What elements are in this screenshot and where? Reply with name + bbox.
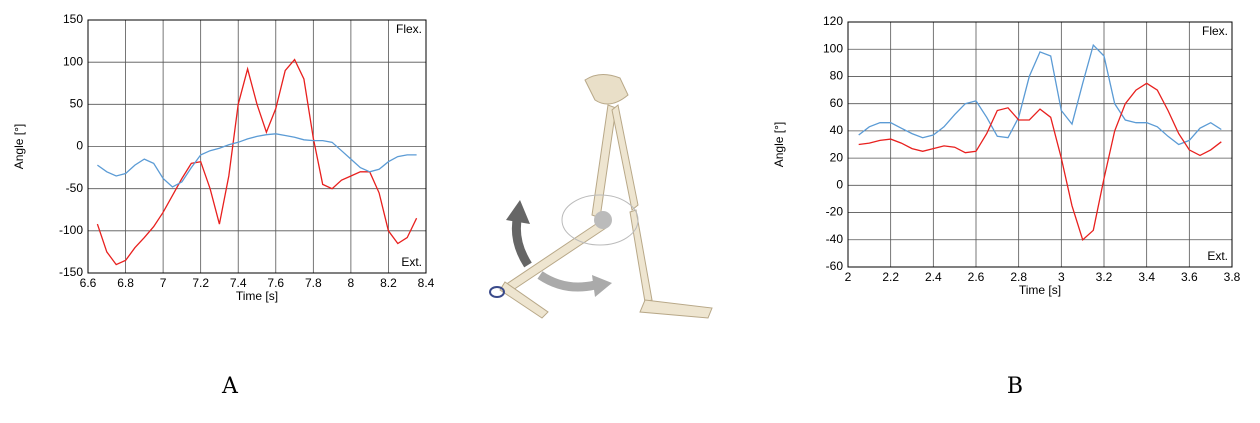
x-tick-label: 6.6 [80, 276, 97, 290]
x-tick-label: 3.8 [1224, 270, 1241, 284]
y-tick-label: -60 [826, 259, 844, 273]
x-axis-label: Time [s] [236, 289, 278, 303]
x-tick-label: 2 [845, 270, 852, 284]
panel-label: B [1007, 374, 1023, 399]
ext-arrow [540, 275, 595, 287]
y-tick-label: 0 [76, 139, 83, 153]
y-tick-label: -20 [826, 205, 844, 219]
left-foot [500, 282, 548, 318]
x-tick-label: 7.2 [192, 276, 209, 290]
y-tick-label: 60 [830, 96, 844, 110]
x-tick-label: 8.2 [380, 276, 397, 290]
x-tick-label: 2.4 [925, 270, 942, 284]
x-tick-label: 7.8 [305, 276, 322, 290]
y-tick-label: 100 [63, 54, 83, 68]
y-tick-label: 20 [830, 150, 844, 164]
x-tick-label: 2.6 [968, 270, 985, 284]
femur [592, 105, 616, 218]
y-tick-label: 120 [823, 14, 843, 28]
y-tick-label: 40 [830, 123, 844, 137]
series-line [859, 45, 1222, 144]
pelvis [585, 74, 628, 104]
panel-label: A [221, 374, 239, 399]
annotation: Flex. [396, 22, 422, 36]
y-tick-label: -100 [59, 223, 83, 237]
x-tick-label: 3 [1058, 270, 1065, 284]
annotation: Flex. [1202, 24, 1228, 38]
x-tick-label: 8 [348, 276, 355, 290]
annotation: Ext. [1207, 249, 1228, 263]
x-axis-label: Time [s] [1019, 283, 1061, 297]
right-femur [612, 105, 638, 210]
x-tick-label: 3.2 [1096, 270, 1113, 284]
series-line [859, 83, 1222, 240]
knee-illustration [490, 74, 712, 318]
right-tibia [630, 210, 652, 302]
knee-joint [594, 211, 612, 229]
plot-frame [848, 22, 1232, 267]
foot [640, 300, 712, 318]
x-tick-label: 2.2 [882, 270, 899, 284]
y-tick-label: 50 [70, 97, 84, 111]
flex-arrow-head [506, 200, 530, 224]
y-axis-label: Angle [°] [772, 122, 786, 168]
x-tick-label: 6.8 [117, 276, 134, 290]
ext-arrow-head [592, 275, 612, 297]
y-axis-label: Angle [°] [12, 124, 26, 170]
annotation: Ext. [401, 255, 422, 269]
x-tick-label: 7.4 [230, 276, 247, 290]
x-tick-label: 2.8 [1010, 270, 1027, 284]
y-tick-label: 150 [63, 12, 83, 26]
y-tick-label: 80 [830, 69, 844, 83]
x-tick-label: 8.4 [418, 276, 435, 290]
x-tick-label: 7.6 [267, 276, 284, 290]
x-tick-label: 3.4 [1138, 270, 1155, 284]
series-line [97, 134, 416, 187]
y-tick-label: 0 [836, 178, 843, 192]
y-tick-label: -40 [826, 232, 844, 246]
x-tick-label: 3.6 [1181, 270, 1198, 284]
x-tick-label: 7 [160, 276, 167, 290]
y-tick-label: 100 [823, 41, 843, 55]
series-line [97, 60, 416, 265]
figure: -150-100-500501001506.66.877.27.47.67.88… [0, 0, 1260, 423]
ankle-marker [490, 287, 504, 297]
y-tick-label: -50 [66, 181, 84, 195]
